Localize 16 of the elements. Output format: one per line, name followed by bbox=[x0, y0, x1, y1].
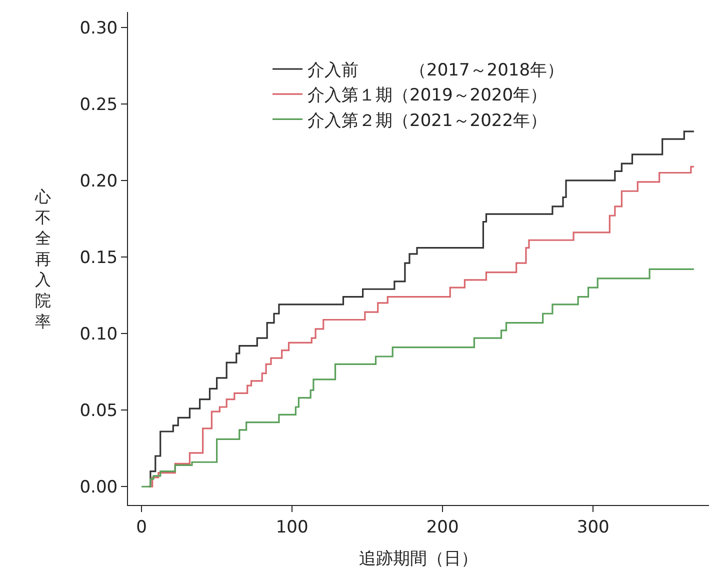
y-tick-label: 0.00 bbox=[80, 478, 118, 498]
y-axis-title: 心不全再入院率 bbox=[34, 187, 51, 331]
legend-label: 介入前 （2017～2018年） bbox=[308, 60, 564, 81]
x-tick-label: 0 bbox=[136, 517, 147, 538]
x-tick-label: 200 bbox=[426, 517, 459, 538]
x-tick-label: 300 bbox=[576, 517, 610, 538]
legend-label: 介入第１期（2019～2020年） bbox=[308, 86, 548, 106]
y-tick-label: 0.05 bbox=[80, 401, 118, 422]
y-tick-label: 0.20 bbox=[80, 171, 118, 192]
y-tick-label: 0.10 bbox=[80, 324, 118, 344]
y-tick-label: 0.25 bbox=[80, 94, 118, 115]
legend-label: 介入第２期（2021～2022年） bbox=[308, 110, 548, 131]
y-tick-label: 0.30 bbox=[80, 18, 118, 38]
x-axis-title: 追跡期間（日） bbox=[359, 548, 478, 569]
y-tick-label: 0.15 bbox=[80, 248, 118, 268]
x-tick-label: 100 bbox=[276, 517, 308, 538]
